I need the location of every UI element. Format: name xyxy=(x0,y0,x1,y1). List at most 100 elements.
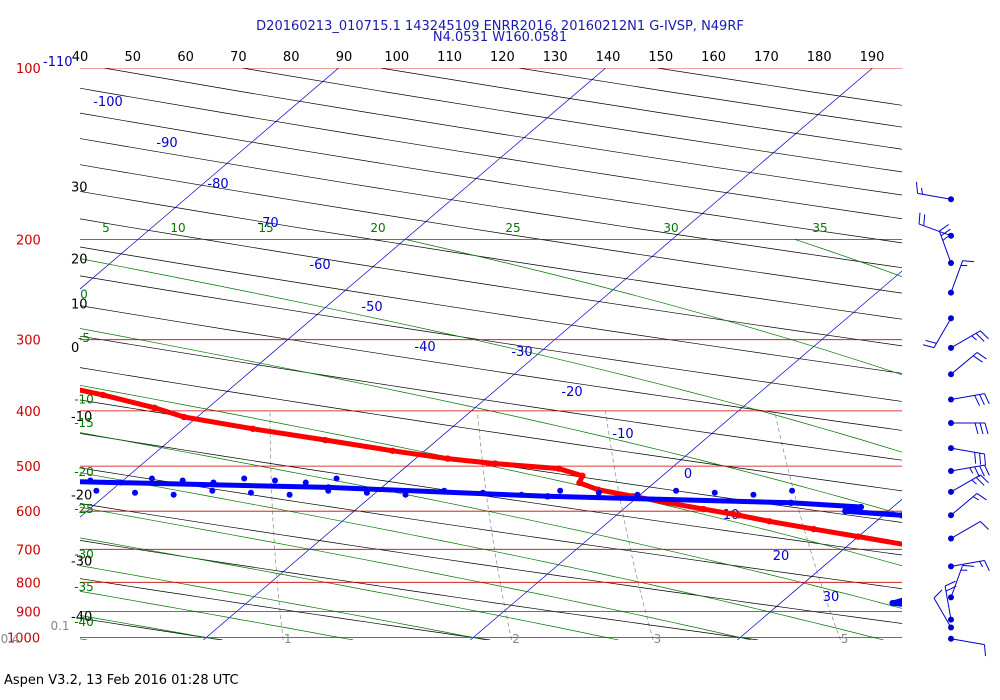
pressure-label-300: 300 xyxy=(16,334,41,349)
wind-barb-flag xyxy=(962,564,975,567)
wind-barb-staff xyxy=(950,493,978,516)
height-label: 20 xyxy=(71,253,88,268)
wind-barb xyxy=(948,493,987,519)
dewpoint-scatter-point xyxy=(131,489,138,496)
wind-barb-flag xyxy=(979,453,982,465)
pressure-label-600: 600 xyxy=(16,505,41,520)
wind-barb-flag xyxy=(979,465,985,477)
isotherm-line xyxy=(80,68,606,518)
moist-adiabat-label: -35 xyxy=(74,580,94,594)
dewpoint-scatter-point xyxy=(16,490,22,496)
wind-barb-staff xyxy=(944,586,952,620)
top-theta-label: 120 xyxy=(490,50,515,65)
moist-adiabat-label: 30 xyxy=(663,221,678,235)
wind-barb-staff xyxy=(933,597,952,628)
dewpoint-point xyxy=(909,524,915,530)
dewpoint-scatter-point xyxy=(673,487,680,494)
temperature-point xyxy=(321,436,329,444)
wind-barb-flag xyxy=(980,521,989,530)
dewpoint-scatter-point xyxy=(0,478,1,484)
dewpoint-scatter-point xyxy=(93,487,100,494)
dewpoint-point xyxy=(990,546,996,552)
mixing-ratio-line xyxy=(938,411,1000,640)
pressure-label-200: 200 xyxy=(16,233,41,248)
temperature-point xyxy=(908,543,914,549)
temperature-point xyxy=(35,378,41,384)
dewpoint-scatter-point xyxy=(209,487,216,494)
dewpoint-scatter-point xyxy=(402,491,409,498)
mixing-ratio-label: 3 xyxy=(654,632,662,646)
wind-barb xyxy=(948,474,989,495)
dewpoint-scatter-point xyxy=(210,479,217,486)
isotherm-label: -40 xyxy=(414,340,435,355)
dewpoint-scatter-point xyxy=(55,492,61,498)
dewpoint-point xyxy=(914,593,920,599)
wind-barb-flag xyxy=(984,560,990,572)
wind-barb xyxy=(948,330,989,351)
dewpoint-scatter-point xyxy=(711,489,718,496)
wind-barb-staff xyxy=(917,192,952,200)
wind-barb-staff xyxy=(950,330,981,349)
dry-adiabat-line xyxy=(80,503,902,624)
dry-adiabat-line xyxy=(80,191,902,320)
temperature-trace xyxy=(80,387,902,547)
top-theta-label: 100 xyxy=(384,50,409,65)
dewpoint-scatter-point xyxy=(118,479,125,486)
height-label: -10 xyxy=(71,410,92,425)
wind-barb-flag xyxy=(925,339,937,344)
moist-adiabat-label: 35 xyxy=(812,221,827,235)
wind-barb-flag xyxy=(980,330,989,340)
isotherm-label: 30 xyxy=(823,590,840,605)
pressure-label-900: 900 xyxy=(16,605,41,620)
temperature-point xyxy=(735,512,743,519)
isotherm-label: -10 xyxy=(612,427,633,442)
dewpoint-scatter-point xyxy=(247,489,254,496)
isotherm-label: 20 xyxy=(773,549,790,564)
wind-barb-flag xyxy=(984,393,990,405)
wind-barb xyxy=(948,419,989,435)
moist-adiabat-label: -40 xyxy=(74,615,94,629)
mixing-ratio-label: 5 xyxy=(841,632,849,646)
isotherm-label: -90 xyxy=(156,136,177,151)
moist-adiabat-line xyxy=(80,258,902,453)
height-label: 30 xyxy=(71,180,88,195)
wind-barb-flag xyxy=(923,214,926,226)
top-theta-label: 60 xyxy=(177,50,194,65)
dewpoint-scatter-point xyxy=(750,491,757,498)
wind-barb-flag xyxy=(918,212,921,225)
top-theta-label: 90 xyxy=(336,50,353,65)
isotherm-label: -80 xyxy=(207,177,228,192)
wind-barb-staff xyxy=(950,559,985,567)
temperature-point xyxy=(180,413,188,421)
moist-adiabat-label: 15 xyxy=(258,221,273,235)
wind-barb-half-flag xyxy=(942,236,949,241)
wind-barb-flag xyxy=(976,493,987,501)
wind-barb-flag xyxy=(945,585,957,592)
wind-barb-flag xyxy=(984,422,989,435)
dewpoint-scatter-point xyxy=(179,477,186,484)
dewpoint-scatter-point xyxy=(479,489,486,496)
moist-adiabat-line xyxy=(80,328,902,515)
wind-barb-flag xyxy=(922,344,935,349)
moist-adiabat-label: -25 xyxy=(74,502,94,516)
wind-barb xyxy=(948,260,975,296)
dry-adiabat-line xyxy=(80,399,902,523)
pressure-label-100: 100 xyxy=(16,62,41,77)
isotherm-label: -100 xyxy=(93,95,123,110)
temperature-point xyxy=(982,553,988,559)
wind-barb-staff xyxy=(950,565,964,598)
wind-barb-flag xyxy=(975,332,985,342)
wind-barb-staff xyxy=(950,447,985,455)
wind-barb xyxy=(948,559,990,572)
isotherm-line xyxy=(203,68,873,640)
pressure-label-1000: 1000 xyxy=(7,632,40,647)
dewpoint-point xyxy=(842,507,849,515)
diagram-grid xyxy=(80,68,1000,640)
pressure-label-400: 400 xyxy=(16,405,41,420)
wind-barb-flag xyxy=(983,453,987,466)
dry-adiabat-line xyxy=(80,540,759,640)
wind-barb-flag xyxy=(962,260,975,263)
top-theta-label: 180 xyxy=(807,50,832,65)
wind-barb-flag xyxy=(979,394,985,405)
